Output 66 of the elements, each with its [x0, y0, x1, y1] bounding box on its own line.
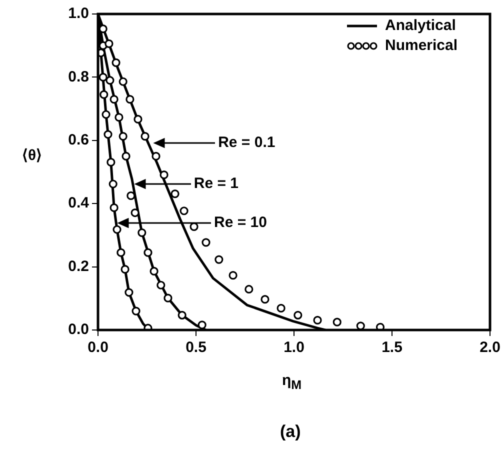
x-axis-title: η$_{M}$ — [282, 372, 302, 392]
x-tick-label: 1.5 — [382, 339, 402, 356]
annotation: Re = 1 — [194, 175, 238, 192]
point — [104, 130, 112, 139]
point — [116, 248, 126, 257]
text: (a) — [280, 422, 301, 442]
point — [260, 295, 270, 304]
x-tick-label: 1.0 — [284, 339, 304, 356]
point — [180, 206, 188, 216]
point — [112, 58, 120, 67]
legend-label: Numerical — [385, 37, 458, 54]
point — [108, 180, 118, 188]
annotation: Re = 10 — [214, 214, 267, 231]
annotation: Re = 0.1 — [218, 134, 276, 152]
point — [112, 225, 122, 234]
point — [356, 322, 365, 330]
point — [202, 238, 210, 247]
point — [156, 280, 166, 290]
x-tick-label: 2.0 — [480, 339, 500, 356]
point — [214, 255, 224, 264]
point — [198, 320, 206, 330]
point — [164, 294, 172, 302]
point — [102, 110, 110, 119]
point — [106, 76, 114, 85]
point — [110, 203, 118, 212]
point — [276, 304, 286, 312]
point — [138, 228, 146, 237]
point — [170, 190, 180, 198]
point — [100, 90, 108, 99]
point — [126, 191, 136, 200]
point — [228, 271, 238, 280]
point — [244, 284, 254, 294]
y-axis-title: ⟨θ⟩ — [22, 146, 42, 164]
point — [114, 113, 124, 122]
x-tick-label: 0.5 — [186, 339, 206, 356]
point — [120, 265, 130, 274]
point — [294, 310, 302, 320]
point — [150, 266, 158, 276]
point — [376, 322, 385, 330]
point — [132, 306, 140, 316]
point — [130, 208, 140, 218]
y-tick-label: 0.4 — [68, 194, 90, 212]
point — [118, 77, 128, 86]
point — [106, 158, 116, 167]
y-tick-label: 0.8 — [68, 68, 89, 86]
y-tick-label: 0.2 — [68, 258, 89, 275]
legend-label: Analytical — [385, 17, 456, 34]
y-tick-label: 1.0 — [68, 5, 89, 22]
point — [140, 132, 150, 141]
point — [332, 318, 342, 326]
x-tick-label: 0.0 — [88, 339, 108, 356]
point — [134, 114, 142, 124]
y-tick-label: 0.0 — [68, 321, 89, 338]
point — [98, 72, 108, 82]
point — [118, 132, 128, 141]
point — [126, 95, 134, 104]
point — [104, 39, 114, 48]
point — [110, 95, 118, 104]
point — [122, 152, 130, 160]
y-tick-label: 0.6 — [68, 132, 89, 149]
point — [144, 248, 152, 257]
point — [124, 288, 134, 297]
point — [152, 152, 160, 160]
point — [160, 170, 168, 180]
point — [313, 316, 322, 325]
point — [178, 310, 186, 320]
